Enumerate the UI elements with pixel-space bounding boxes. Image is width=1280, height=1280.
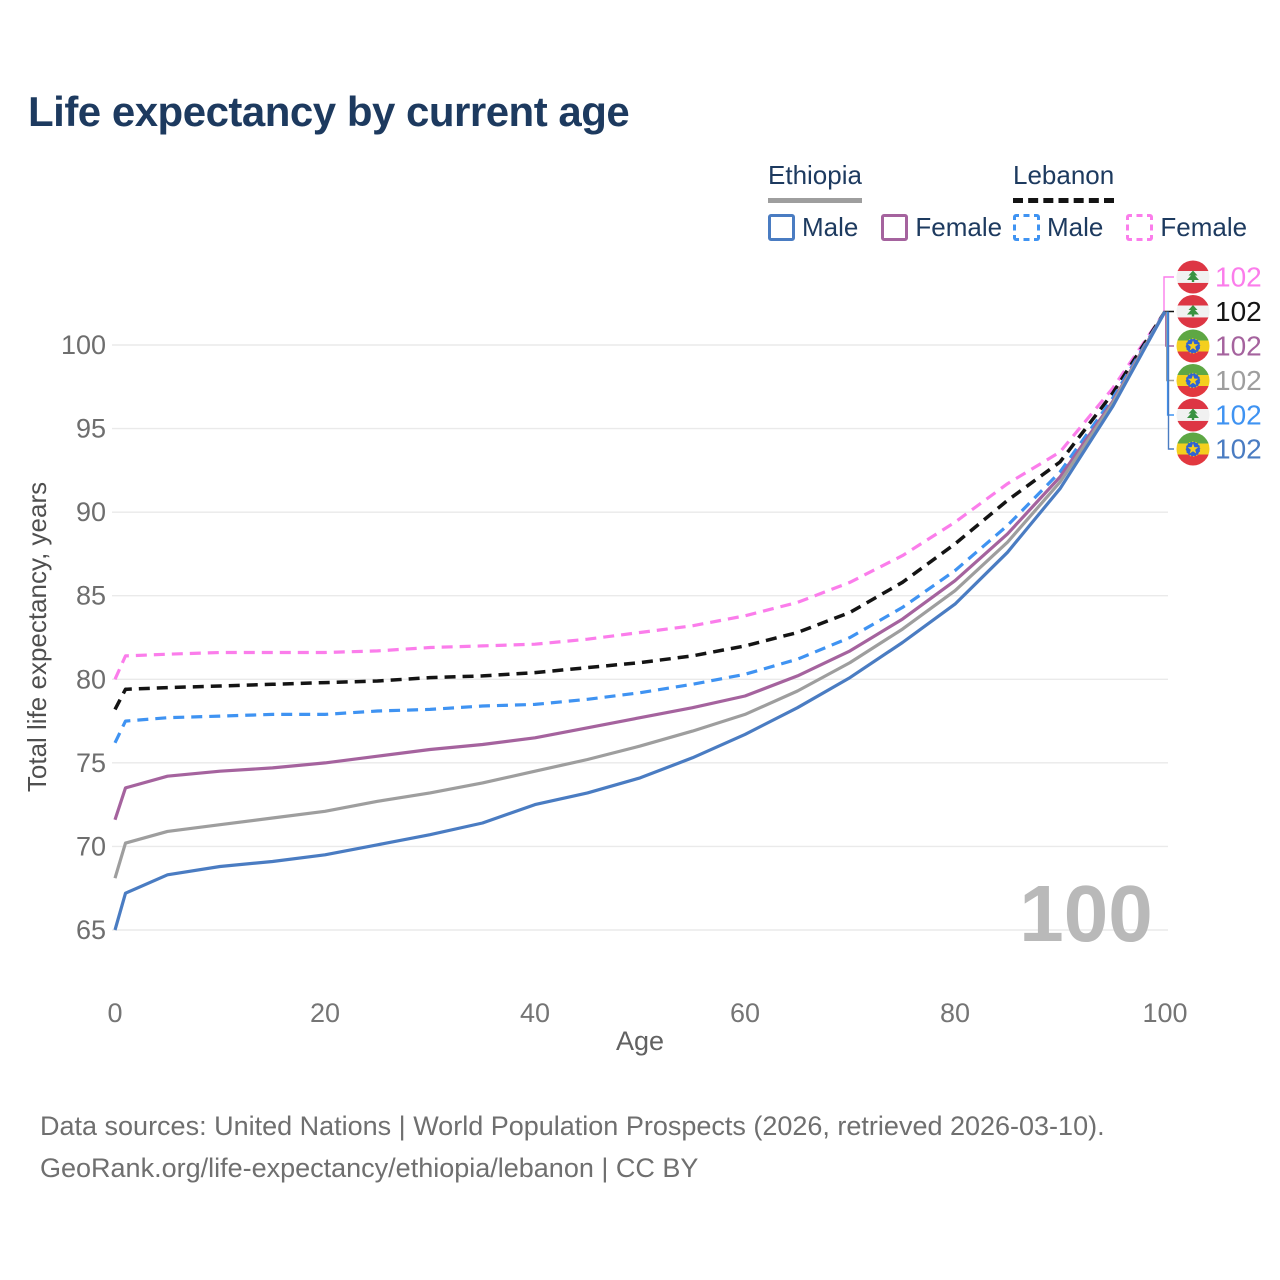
y-tick-label: 65 [76,915,106,945]
ethiopia-female-swatch-icon [881,214,909,241]
series-line-ethiopia-male[interactable] [113,310,1167,931]
legend-item-ethiopia-male[interactable]: Male [768,212,858,243]
y-tick-label: 100 [61,330,106,360]
x-tick-label: 40 [520,998,550,1028]
ethiopia-flag-icon [1176,432,1210,466]
x-tick-label: 100 [1142,998,1187,1028]
end-label-value-lebanon-total: 102 [1215,296,1262,327]
end-label-connector-ethiopia-male [1167,311,1174,450]
lebanon-flag-icon [1176,295,1210,328]
x-tick-label: 20 [310,998,340,1028]
series-line-lebanon-female[interactable] [113,310,1167,680]
page-title: Life expectancy by current age [28,88,630,135]
lebanon-flag-icon [1176,260,1210,294]
end-label-value-ethiopia-total: 102 [1215,365,1262,396]
legend-group-ethiopia: Ethiopia Male Female [768,160,1002,243]
x-tick-label: 60 [730,998,760,1028]
legend-item-ethiopia-female[interactable]: Female [881,212,1002,243]
lebanon-female-swatch-icon [1126,214,1154,241]
y-tick-label: 85 [76,581,106,611]
legend-item-label: Female [1160,212,1248,242]
legend-item-lebanon-male[interactable]: Male [1013,212,1103,243]
legend-item-label: Male [1047,212,1104,242]
lebanon-male-swatch-icon [1013,214,1040,241]
footer: Data sources: United Nations | World Pop… [40,1105,1105,1189]
ethiopia-flag-icon [1176,329,1210,363]
legend-item-lebanon-female[interactable]: Female [1126,212,1247,243]
series-line-lebanon-male[interactable] [113,310,1167,744]
legend-header-lebanon[interactable]: Lebanon [1013,160,1115,203]
y-tick-label: 70 [76,831,106,861]
y-tick-label: 95 [76,414,106,444]
x-tick-label: 0 [107,998,122,1028]
legend-item-label: Male [802,212,859,242]
end-label-value-lebanon-male: 102 [1215,400,1262,431]
end-label-value-ethiopia-female: 102 [1215,331,1262,362]
series-line-lebanon-total[interactable] [113,310,1167,711]
legend-items-ethiopia: Male Female [768,212,1002,243]
footer-data-sources: Data sources: United Nations | World Pop… [40,1111,1105,1141]
y-tick-label: 90 [76,497,106,527]
y-axis-title: Total life expectancy, years [22,482,52,792]
end-label-value-lebanon-female: 102 [1215,262,1262,293]
x-axis-title: Age [616,1026,664,1056]
lebanon-flag-icon [1176,398,1210,432]
series-line-ethiopia-total[interactable] [113,310,1167,879]
series-line-ethiopia-female[interactable] [113,310,1167,821]
legend: Ethiopia Male Female Lebanon Male [0,160,1280,243]
age-watermark: 100 [1019,869,1152,958]
legend-item-label: Female [915,212,1003,242]
legend-group-lebanon: Lebanon Male Female [1013,160,1247,243]
x-tick-label: 80 [940,998,970,1028]
end-label-connector-ethiopia-female [1165,311,1174,347]
legend-header-ethiopia[interactable]: Ethiopia [768,160,862,203]
ethiopia-flag-icon [1176,364,1210,397]
y-tick-label: 80 [76,664,106,694]
footer-attribution: GeoRank.org/life-expectancy/ethiopia/leb… [40,1153,699,1183]
ethiopia-male-swatch-icon [768,214,795,241]
y-tick-label: 75 [76,748,106,778]
end-label-value-ethiopia-male: 102 [1215,434,1262,465]
end-label-connector-lebanon-female [1163,276,1174,312]
end-label-connector-lebanon-male [1166,311,1174,416]
end-label-connector-ethiopia-total [1166,311,1174,382]
legend-items-lebanon: Male Female [1013,212,1247,243]
